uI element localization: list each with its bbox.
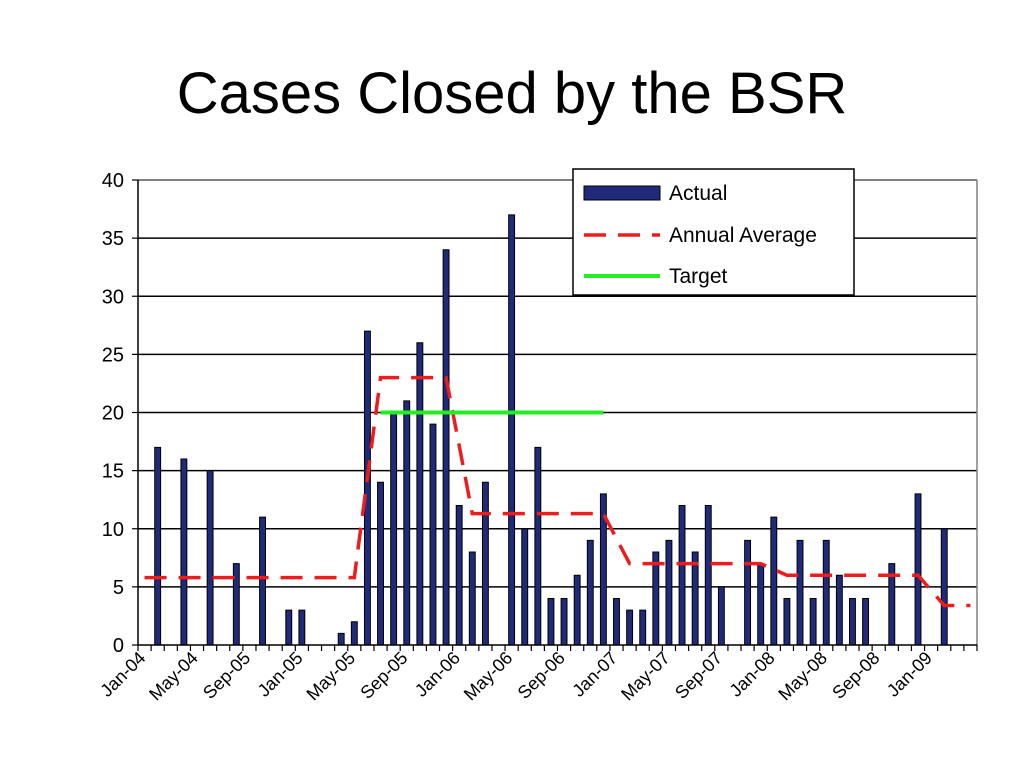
bar [560,598,568,646]
y-tick-label: 5 [113,577,124,599]
bar [665,539,673,646]
x-tick-label: Sep-05 [199,648,254,703]
x-tick-label: Sep-05 [356,648,411,703]
x-tick-label: May-08 [774,648,831,705]
y-tick-label: 20 [102,403,124,425]
bar [508,214,516,646]
bar [547,598,555,646]
x-tick-label: May-04 [145,648,202,705]
y-tick-label: 15 [102,461,124,483]
bar [429,423,437,646]
bar [704,505,712,646]
y-tick-label: 10 [102,519,124,541]
bar [652,551,660,646]
bar [206,470,214,646]
legend: Actual Annual Average Target [572,168,855,296]
legend-swatch-actual [583,185,661,201]
bar [717,586,725,646]
bar [442,249,450,646]
bar [416,342,424,646]
bar [298,609,306,646]
bar [639,609,647,646]
annual-average-line [144,375,971,608]
bar [390,412,398,646]
bar [849,598,856,646]
y-tick-label: 35 [102,228,124,250]
legend-label: Annual Average [669,224,817,247]
bar [809,598,817,646]
y-tick-label: 25 [102,344,124,366]
bar [626,609,634,646]
bar [337,632,345,646]
legend-label: Target [669,265,728,288]
bar [862,598,870,646]
bar [403,400,411,646]
bar [770,516,778,646]
x-tick-label: Sep-07 [671,648,726,703]
bar [613,598,620,646]
y-tick-label: 30 [102,286,124,308]
x-tick-label: May-07 [617,648,674,705]
bar [757,563,765,646]
bar [940,528,948,646]
bar [377,481,384,646]
bar [914,493,922,646]
x-tick-label: Jan-06 [411,648,464,701]
bar [180,458,188,646]
bar [154,446,162,646]
bar [259,516,266,646]
bar [586,539,594,646]
y-tick-label: 40 [102,170,124,192]
bar [783,598,791,646]
bar [350,621,358,646]
bar [468,551,476,646]
bar [822,539,830,646]
bar [573,574,581,646]
bar [744,539,752,646]
x-tick-label: Jan-09 [883,648,936,701]
legend-label: Actual [669,182,727,205]
bar [363,330,371,646]
x-tick-label: May-05 [303,648,360,705]
axes [132,179,978,651]
bar [481,481,489,646]
y-tick-label: 0 [113,635,124,657]
x-tick-label: Jan-08 [726,648,779,701]
bar [455,505,463,646]
bar [678,505,686,646]
x-tick-label: May-06 [460,648,517,705]
bar [534,446,542,646]
x-tick-label: Jan-07 [568,648,621,701]
series-lines [144,375,971,608]
bar [285,609,293,646]
bar [835,574,843,646]
x-tick-label: Sep-08 [828,648,883,703]
bar [796,539,804,646]
bar [691,551,699,646]
bar [521,528,529,646]
x-tick-label: Sep-06 [514,648,569,703]
x-tick-label: Jan-05 [254,648,307,701]
page-title: Cases Closed by the BSR [176,61,848,126]
